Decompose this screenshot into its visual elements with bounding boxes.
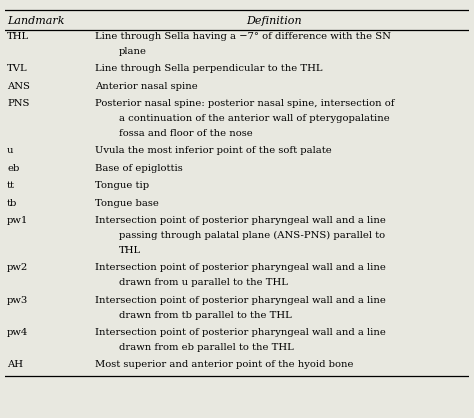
Text: pw3: pw3 xyxy=(7,296,28,305)
Text: pw1: pw1 xyxy=(7,216,28,225)
Text: Landmark: Landmark xyxy=(7,16,64,26)
Text: Intersection point of posterior pharyngeal wall and a line: Intersection point of posterior pharynge… xyxy=(95,296,386,305)
Text: Intersection point of posterior pharyngeal wall and a line: Intersection point of posterior pharynge… xyxy=(95,328,386,337)
Text: drawn from eb parallel to the THL: drawn from eb parallel to the THL xyxy=(118,343,293,352)
Text: Anterior nasal spine: Anterior nasal spine xyxy=(95,82,198,91)
Text: Uvula the most inferior point of the soft palate: Uvula the most inferior point of the sof… xyxy=(95,146,332,155)
Text: THL: THL xyxy=(7,32,29,41)
Text: a continuation of the anterior wall of pterygopalatine: a continuation of the anterior wall of p… xyxy=(118,114,389,123)
Text: Tongue tip: Tongue tip xyxy=(95,181,149,190)
Text: Tongue base: Tongue base xyxy=(95,199,159,208)
Text: tb: tb xyxy=(7,199,18,208)
Text: tt: tt xyxy=(7,181,15,190)
Text: Intersection point of posterior pharyngeal wall and a line: Intersection point of posterior pharynge… xyxy=(95,216,386,225)
Text: drawn from u parallel to the THL: drawn from u parallel to the THL xyxy=(118,278,287,287)
Text: Line through Sella perpendicular to the THL: Line through Sella perpendicular to the … xyxy=(95,64,323,73)
Text: Definition: Definition xyxy=(246,16,302,26)
Text: Intersection point of posterior pharyngeal wall and a line: Intersection point of posterior pharynge… xyxy=(95,263,386,273)
Text: Most superior and anterior point of the hyoid bone: Most superior and anterior point of the … xyxy=(95,360,354,370)
Text: drawn from tb parallel to the THL: drawn from tb parallel to the THL xyxy=(118,311,292,320)
Text: Base of epiglottis: Base of epiglottis xyxy=(95,164,183,173)
Text: fossa and floor of the nose: fossa and floor of the nose xyxy=(118,129,252,138)
Text: Posterior nasal spine: posterior nasal spine, intersection of: Posterior nasal spine: posterior nasal s… xyxy=(95,99,395,108)
Text: AH: AH xyxy=(7,360,23,370)
Text: PNS: PNS xyxy=(7,99,29,108)
Text: pw2: pw2 xyxy=(7,263,28,273)
Text: pw4: pw4 xyxy=(7,328,28,337)
Text: passing through palatal plane (ANS-PNS) parallel to: passing through palatal plane (ANS-PNS) … xyxy=(118,231,385,240)
Text: eb: eb xyxy=(7,164,19,173)
Text: ANS: ANS xyxy=(7,82,30,91)
Text: u: u xyxy=(7,146,14,155)
Text: TVL: TVL xyxy=(7,64,27,73)
Text: THL: THL xyxy=(118,246,141,255)
Text: plane: plane xyxy=(118,47,146,56)
Text: Line through Sella having a −7° of difference with the SN: Line through Sella having a −7° of diffe… xyxy=(95,32,391,41)
